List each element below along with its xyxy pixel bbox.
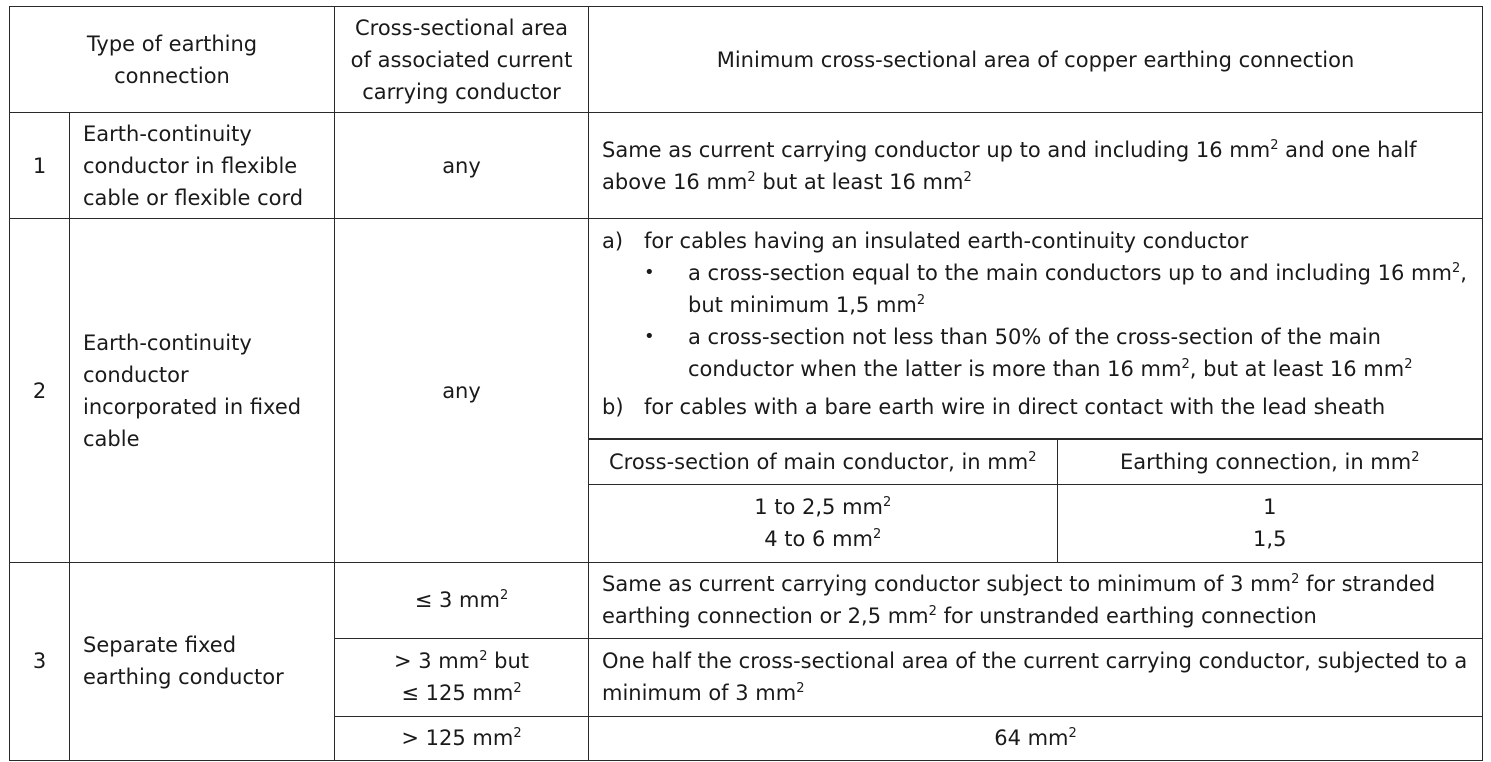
row3a-minimum: Same as current carrying conductor subje… xyxy=(588,561,1483,639)
row2-area: any xyxy=(334,218,589,563)
subtable-earth-values: 1 1,5 xyxy=(1056,483,1482,562)
table-row-3b: > 3 mm2 but ≤ 125 mm2 One half the cross… xyxy=(10,637,1483,717)
row3b-area: > 3 mm2 but ≤ 125 mm2 xyxy=(334,637,589,717)
superscript-2: 2 xyxy=(1028,449,1037,465)
subtable-header-row: Cross-section of main conductor, in mm2 … xyxy=(589,438,1482,485)
superscript-2: 2 xyxy=(928,604,937,620)
superscript-2: 2 xyxy=(499,588,509,604)
earthing-table: Type of earthing connection Cross-sectio… xyxy=(9,5,1483,762)
item-b-marker: b) xyxy=(602,395,624,420)
row3b-minimum: One half the cross-sectional area of the… xyxy=(588,637,1483,717)
row2-item-a: a) for cables having an insulated earth-… xyxy=(602,225,1472,257)
subtable-main-2: 4 to 6 mm xyxy=(764,527,873,552)
row2-minimum: a) for cables having an insulated earth-… xyxy=(588,218,1483,439)
row2-bullet-1: • a cross-section equal to the main cond… xyxy=(602,257,1472,321)
bullet2-text-2: , but at least 16 mm xyxy=(1189,357,1405,382)
superscript-2: 2 xyxy=(1411,449,1420,465)
header-type: Type of earthing connection xyxy=(9,5,335,114)
subtable-earth-1: 1 xyxy=(1263,495,1277,520)
table-row-2: 2 Earth-continuity conductor incorporate… xyxy=(9,218,1483,563)
row1-min-text-3: but at least 16 mm xyxy=(755,169,964,194)
header-area: Cross-sectional area of associated curre… xyxy=(334,5,589,114)
row1-min-text-1: Same as current carrying conductor up to… xyxy=(602,137,1271,162)
superscript-2: 2 xyxy=(916,293,926,309)
superscript-2: 2 xyxy=(796,681,805,697)
superscript-2: 2 xyxy=(747,169,756,185)
row1-min-text-2: and one half above 16 mm xyxy=(602,137,1417,194)
superscript-2: 2 xyxy=(1068,726,1077,742)
row2-item-b: b) for cables with a bare earth wire in … xyxy=(602,391,1472,423)
item-b-text: for cables with a bare earth wire in dir… xyxy=(644,395,1386,420)
row3a-area: ≤ 3 mm2 xyxy=(334,561,589,639)
subtable-header-earth: Earthing connection, in mm2 xyxy=(1056,438,1482,485)
row2-type: Earth-continuity conductor incorporated … xyxy=(69,218,335,563)
superscript-2: 2 xyxy=(1451,261,1461,277)
superscript-2: 2 xyxy=(513,681,522,697)
row1-number: 1 xyxy=(9,112,70,220)
row1-minimum: Same as current carrying conductor up to… xyxy=(588,112,1483,220)
row1-area: any xyxy=(334,112,589,220)
subtable-main-values: 1 to 2,5 mm2 4 to 6 mm2 xyxy=(589,483,1057,562)
bullet-icon: • xyxy=(644,262,655,284)
bullet2-text-1: a cross-section not less than 50% of the… xyxy=(688,325,1381,382)
table-row-3a: 3 Separate fixed earthing conductor ≤ 3 … xyxy=(9,561,1483,762)
superscript-2: 2 xyxy=(963,169,972,185)
superscript-2: 2 xyxy=(1270,137,1279,153)
row3-type: Separate fixed earthing conductor xyxy=(69,561,335,762)
superscript-2: 2 xyxy=(1291,572,1300,588)
row2-subtable-cell: Cross-section of main conductor, in mm2 … xyxy=(588,437,1483,563)
row3c-area: > 125 mm2 xyxy=(334,715,589,762)
table-row-2-sub: Cross-section of main conductor, in mm2 … xyxy=(10,437,1483,563)
row3c-minimum: 64 mm2 xyxy=(588,715,1483,762)
bullet1-text-2: , but minimum 1,5 mm xyxy=(688,261,1467,318)
row3-number: 3 xyxy=(9,561,70,762)
superscript-2: 2 xyxy=(479,649,488,665)
row2-number: 2 xyxy=(9,218,70,563)
table-row-3c: > 125 mm2 64 mm2 xyxy=(10,715,1483,762)
table-header-row: Type of earthing connection Cross-sectio… xyxy=(9,5,1483,114)
bullet1-text-1: a cross-section equal to the main conduc… xyxy=(688,261,1452,286)
superscript-2: 2 xyxy=(513,726,522,742)
header-minimum: Minimum cross-sectional area of copper e… xyxy=(588,5,1483,114)
bullet-icon: • xyxy=(644,326,655,348)
subtable-main-1: 1 to 2,5 mm xyxy=(754,495,883,520)
subtable-earth-2: 1,5 xyxy=(1253,527,1287,552)
item-a-text: for cables having an insulated earth-con… xyxy=(644,229,1249,254)
subtable-row: 1 to 2,5 mm2 4 to 6 mm2 1 1,5 xyxy=(589,483,1482,562)
item-a-marker: a) xyxy=(602,229,624,254)
row2-subtable: Cross-section of main conductor, in mm2 … xyxy=(589,438,1482,562)
row2-bullet-2: • a cross-section not less than 50% of t… xyxy=(602,321,1472,385)
superscript-2: 2 xyxy=(883,495,892,511)
superscript-2: 2 xyxy=(872,527,882,543)
superscript-2: 2 xyxy=(1181,357,1190,373)
superscript-2: 2 xyxy=(1404,357,1413,373)
row1-type: Earth-continuity conductor in flexible c… xyxy=(69,112,335,220)
table-row-1: 1 Earth-continuity conductor in flexible… xyxy=(9,112,1483,220)
subtable-header-main: Cross-section of main conductor, in mm2 xyxy=(589,438,1057,485)
